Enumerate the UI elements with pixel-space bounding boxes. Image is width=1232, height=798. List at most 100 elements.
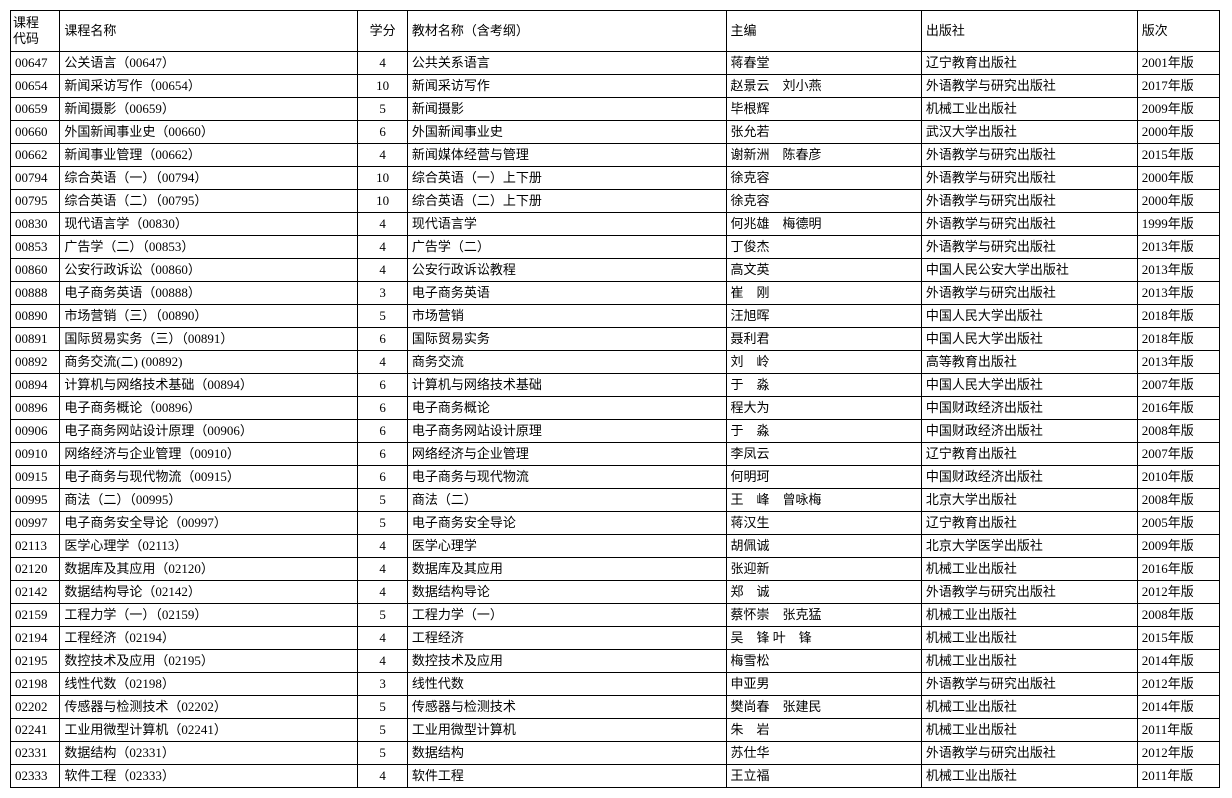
cell-name: 数据库及其应用（02120） bbox=[60, 558, 358, 581]
cell-textbook: 数据结构 bbox=[407, 742, 726, 765]
cell-edition: 1999年版 bbox=[1137, 213, 1219, 236]
cell-editor: 蒋春堂 bbox=[726, 52, 921, 75]
cell-edition: 2007年版 bbox=[1137, 443, 1219, 466]
cell-credit: 10 bbox=[358, 75, 407, 98]
cell-editor: 蔡怀崇 张克猛 bbox=[726, 604, 921, 627]
cell-publisher: 外语教学与研究出版社 bbox=[921, 236, 1137, 259]
cell-code: 00910 bbox=[11, 443, 60, 466]
cell-editor: 丁俊杰 bbox=[726, 236, 921, 259]
cell-credit: 5 bbox=[358, 696, 407, 719]
cell-name: 电子商务英语（00888） bbox=[60, 282, 358, 305]
cell-edition: 2009年版 bbox=[1137, 98, 1219, 121]
cell-publisher: 机械工业出版社 bbox=[921, 719, 1137, 742]
table-row: 00660外国新闻事业史（00660）6外国新闻事业史张允若武汉大学出版社200… bbox=[11, 121, 1220, 144]
cell-code: 02142 bbox=[11, 581, 60, 604]
cell-credit: 5 bbox=[358, 719, 407, 742]
header-edition: 版次 bbox=[1137, 11, 1219, 52]
cell-edition: 2015年版 bbox=[1137, 627, 1219, 650]
cell-textbook: 计算机与网络技术基础 bbox=[407, 374, 726, 397]
table-row: 00888电子商务英语（00888）3电子商务英语崔 刚外语教学与研究出版社20… bbox=[11, 282, 1220, 305]
cell-editor: 李凤云 bbox=[726, 443, 921, 466]
cell-editor: 吴 锋 叶 锋 bbox=[726, 627, 921, 650]
cell-code: 00794 bbox=[11, 167, 60, 190]
table-row: 00647公关语言（00647）4公共关系语言蒋春堂辽宁教育出版社2001年版 bbox=[11, 52, 1220, 75]
cell-edition: 2015年版 bbox=[1137, 144, 1219, 167]
cell-textbook: 软件工程 bbox=[407, 765, 726, 788]
cell-edition: 2014年版 bbox=[1137, 650, 1219, 673]
cell-editor: 徐克容 bbox=[726, 190, 921, 213]
cell-textbook: 工业用微型计算机 bbox=[407, 719, 726, 742]
cell-name: 工程经济（02194） bbox=[60, 627, 358, 650]
cell-publisher: 中国财政经济出版社 bbox=[921, 420, 1137, 443]
cell-code: 02120 bbox=[11, 558, 60, 581]
cell-code: 00891 bbox=[11, 328, 60, 351]
cell-textbook: 数据库及其应用 bbox=[407, 558, 726, 581]
cell-textbook: 广告学（二） bbox=[407, 236, 726, 259]
cell-credit: 4 bbox=[358, 236, 407, 259]
cell-code: 02241 bbox=[11, 719, 60, 742]
table-row: 02195数控技术及应用（02195）4数控技术及应用梅雪松机械工业出版社201… bbox=[11, 650, 1220, 673]
cell-credit: 4 bbox=[358, 52, 407, 75]
cell-textbook: 网络经济与企业管理 bbox=[407, 443, 726, 466]
cell-credit: 6 bbox=[358, 121, 407, 144]
cell-editor: 胡佩诚 bbox=[726, 535, 921, 558]
cell-code: 02333 bbox=[11, 765, 60, 788]
cell-textbook: 商法（二） bbox=[407, 489, 726, 512]
cell-name: 线性代数（02198） bbox=[60, 673, 358, 696]
cell-publisher: 机械工业出版社 bbox=[921, 627, 1137, 650]
cell-editor: 朱 岩 bbox=[726, 719, 921, 742]
cell-name: 工程力学（一）（02159） bbox=[60, 604, 358, 627]
header-textbook: 教材名称（含考纲） bbox=[407, 11, 726, 52]
cell-textbook: 新闻采访写作 bbox=[407, 75, 726, 98]
table-row: 02331数据结构（02331）5数据结构苏仕华外语教学与研究出版社2012年版 bbox=[11, 742, 1220, 765]
cell-credit: 4 bbox=[358, 259, 407, 282]
cell-credit: 5 bbox=[358, 742, 407, 765]
cell-credit: 4 bbox=[358, 650, 407, 673]
cell-publisher: 辽宁教育出版社 bbox=[921, 512, 1137, 535]
cell-textbook: 综合英语（二）上下册 bbox=[407, 190, 726, 213]
cell-name: 公安行政诉讼（00860） bbox=[60, 259, 358, 282]
cell-editor: 蒋汉生 bbox=[726, 512, 921, 535]
cell-publisher: 机械工业出版社 bbox=[921, 558, 1137, 581]
cell-textbook: 市场营销 bbox=[407, 305, 726, 328]
cell-editor: 于 淼 bbox=[726, 374, 921, 397]
table-row: 00860公安行政诉讼（00860）4公安行政诉讼教程高文英中国人民公安大学出版… bbox=[11, 259, 1220, 282]
cell-credit: 5 bbox=[358, 489, 407, 512]
cell-credit: 4 bbox=[358, 765, 407, 788]
cell-name: 市场营销（三）（00890） bbox=[60, 305, 358, 328]
cell-textbook: 电子商务与现代物流 bbox=[407, 466, 726, 489]
cell-editor: 郑 诚 bbox=[726, 581, 921, 604]
cell-code: 00997 bbox=[11, 512, 60, 535]
cell-textbook: 电子商务英语 bbox=[407, 282, 726, 305]
cell-edition: 2000年版 bbox=[1137, 167, 1219, 190]
header-credit: 学分 bbox=[358, 11, 407, 52]
cell-name: 数据结构导论（02142） bbox=[60, 581, 358, 604]
cell-name: 传感器与检测技术（02202） bbox=[60, 696, 358, 719]
cell-name: 电子商务与现代物流（00915） bbox=[60, 466, 358, 489]
table-row: 00892商务交流(二) (00892)4商务交流刘 岭高等教育出版社2013年… bbox=[11, 351, 1220, 374]
cell-editor: 徐克容 bbox=[726, 167, 921, 190]
header-publisher: 出版社 bbox=[921, 11, 1137, 52]
cell-edition: 2018年版 bbox=[1137, 305, 1219, 328]
cell-textbook: 电子商务网站设计原理 bbox=[407, 420, 726, 443]
table-row: 00910网络经济与企业管理（00910）6网络经济与企业管理李凤云辽宁教育出版… bbox=[11, 443, 1220, 466]
cell-code: 00795 bbox=[11, 190, 60, 213]
cell-publisher: 外语教学与研究出版社 bbox=[921, 213, 1137, 236]
cell-edition: 2016年版 bbox=[1137, 397, 1219, 420]
cell-name: 软件工程（02333） bbox=[60, 765, 358, 788]
cell-code: 00892 bbox=[11, 351, 60, 374]
cell-editor: 崔 刚 bbox=[726, 282, 921, 305]
table-row: 00853广告学（二）（00853）4广告学（二）丁俊杰外语教学与研究出版社20… bbox=[11, 236, 1220, 259]
cell-editor: 樊尚春 张建民 bbox=[726, 696, 921, 719]
cell-publisher: 辽宁教育出版社 bbox=[921, 52, 1137, 75]
cell-code: 02113 bbox=[11, 535, 60, 558]
cell-editor: 何兆雄 梅德明 bbox=[726, 213, 921, 236]
cell-edition: 2014年版 bbox=[1137, 696, 1219, 719]
cell-credit: 5 bbox=[358, 512, 407, 535]
cell-name: 工业用微型计算机（02241） bbox=[60, 719, 358, 742]
cell-publisher: 辽宁教育出版社 bbox=[921, 443, 1137, 466]
cell-code: 00896 bbox=[11, 397, 60, 420]
cell-credit: 5 bbox=[358, 604, 407, 627]
cell-credit: 10 bbox=[358, 190, 407, 213]
cell-publisher: 机械工业出版社 bbox=[921, 696, 1137, 719]
